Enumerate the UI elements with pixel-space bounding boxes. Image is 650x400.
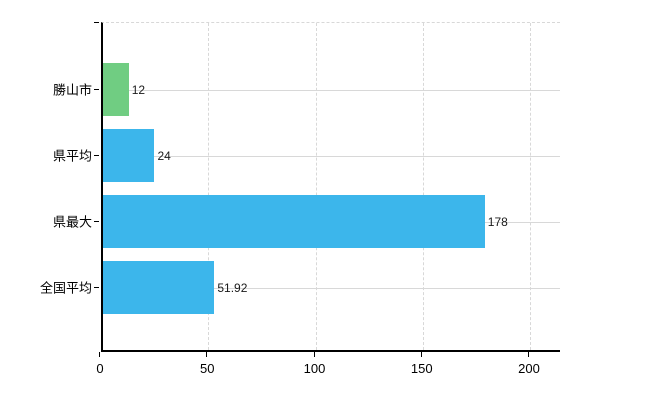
x-axis-tick xyxy=(206,352,208,357)
bar-value-label: 24 xyxy=(157,149,171,163)
bar-value-label: 178 xyxy=(487,215,508,229)
gridline-vertical xyxy=(315,23,317,350)
y-axis-end-tick xyxy=(94,22,99,23)
gridline-vertical xyxy=(422,23,424,350)
y-axis-tick xyxy=(94,287,99,288)
plot-area: 12 24 178 51.92 xyxy=(101,22,560,352)
x-axis-tick xyxy=(420,352,422,357)
category-label: 全国平均 xyxy=(39,280,92,296)
x-tick-label: 0 xyxy=(96,361,104,376)
gridline-vertical xyxy=(530,23,531,350)
category-label: 勝山市 xyxy=(52,82,92,98)
x-axis-tick xyxy=(313,352,315,357)
bar xyxy=(103,63,129,116)
x-axis-tick xyxy=(528,352,529,357)
bar-value-label: 51.92 xyxy=(217,281,248,295)
y-axis-tick xyxy=(94,155,99,156)
gridline-horizontal xyxy=(103,288,560,289)
bar-value-label: 12 xyxy=(131,83,146,97)
y-axis-tick xyxy=(94,89,99,90)
x-tick-label: 100 xyxy=(303,361,326,376)
x-axis-tick xyxy=(99,352,100,357)
gridline-horizontal xyxy=(103,90,560,91)
x-tick-label: 50 xyxy=(200,361,215,376)
category-label: 県平均 xyxy=(52,148,92,164)
gridline-vertical xyxy=(208,23,210,350)
x-tick-label: 150 xyxy=(410,361,433,376)
bar xyxy=(103,129,155,182)
x-tick-label: 200 xyxy=(518,361,540,376)
bar xyxy=(103,195,485,248)
bar xyxy=(103,261,215,314)
gridline-horizontal xyxy=(103,156,560,157)
category-label: 県最大 xyxy=(52,214,92,230)
y-axis-tick xyxy=(94,221,99,222)
